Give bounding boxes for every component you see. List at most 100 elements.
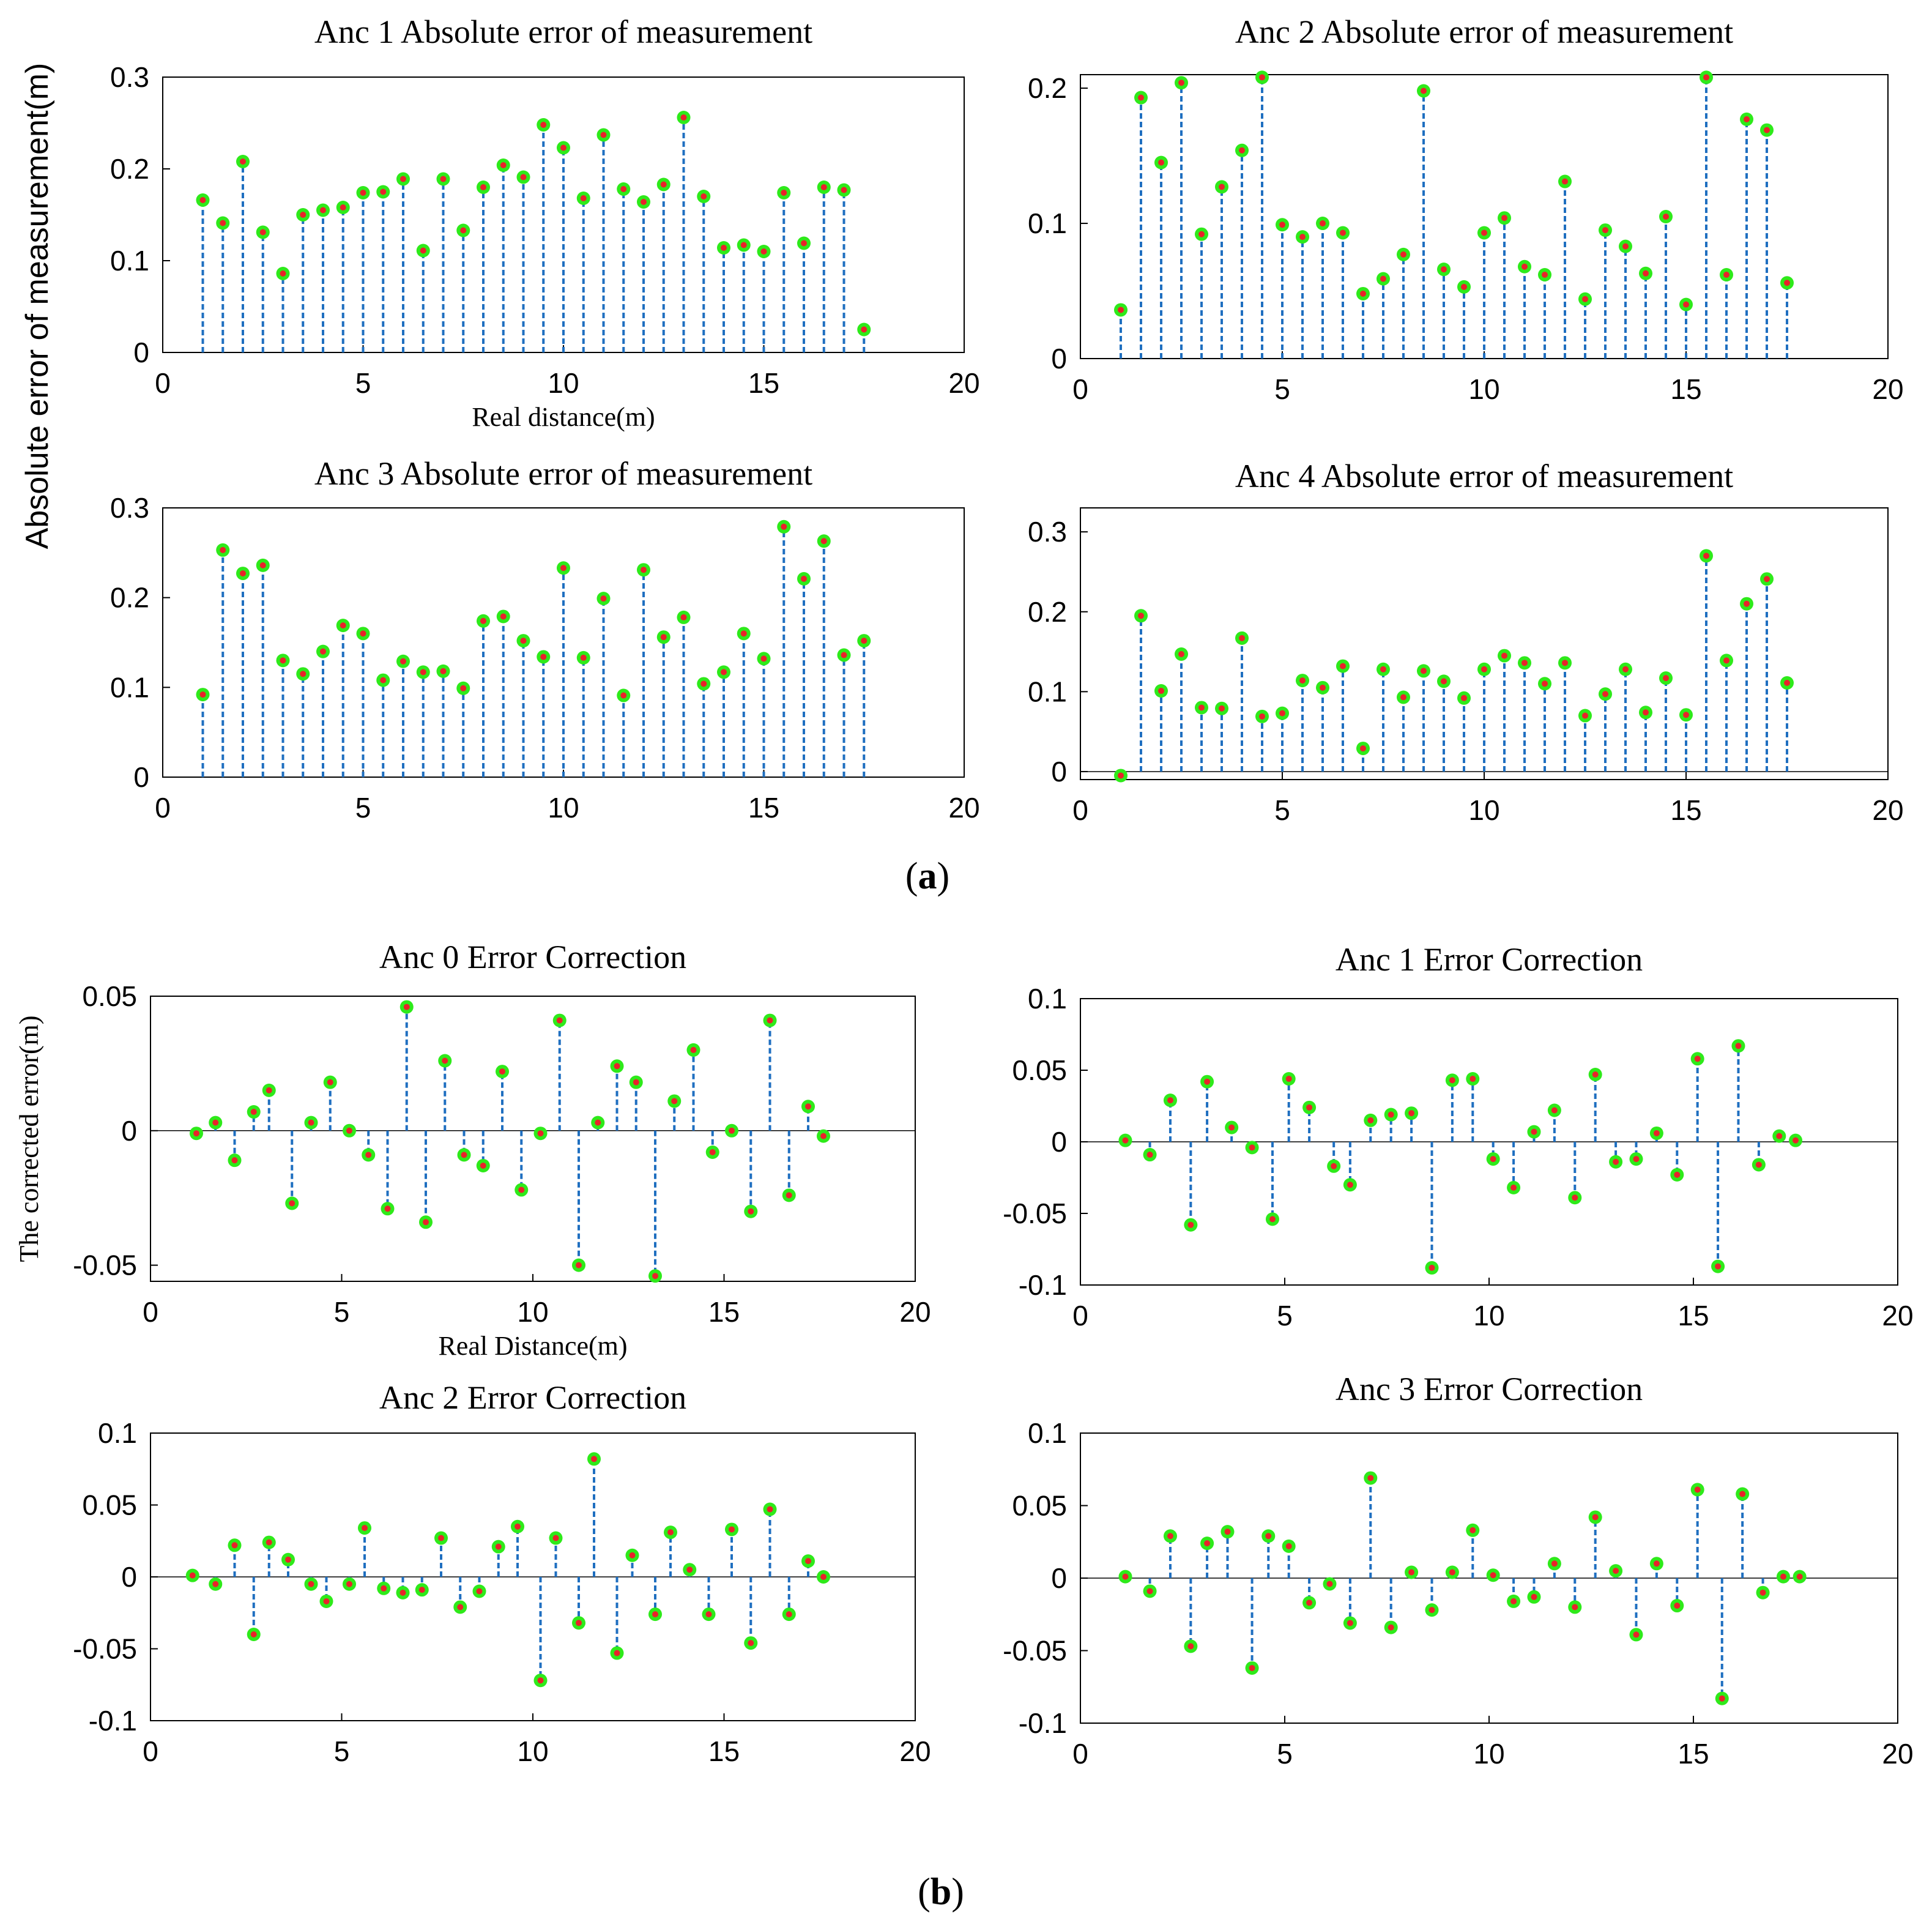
data-point-center xyxy=(300,212,307,218)
data-point-center xyxy=(320,648,326,655)
data-point-center xyxy=(1239,147,1245,154)
data-point-center xyxy=(1551,1560,1558,1567)
data-point-center xyxy=(495,1543,502,1550)
x-axis-label: Real distance(m) xyxy=(472,402,655,432)
data-point-center xyxy=(1622,666,1629,672)
data-point-center xyxy=(600,132,607,138)
x-tick-label: 10 xyxy=(1473,1300,1504,1332)
y-tick-label: 0.05 xyxy=(1012,1490,1067,1522)
data-point-center xyxy=(308,1119,314,1126)
data-point-center xyxy=(480,1162,486,1169)
data-point-center xyxy=(1421,668,1427,674)
data-point-center xyxy=(760,248,767,255)
data-point-center xyxy=(1613,1158,1619,1165)
data-point-center xyxy=(729,1127,735,1134)
data-point-center xyxy=(721,669,727,676)
y-tick-label: 0 xyxy=(1051,1126,1067,1158)
data-point-center xyxy=(199,197,206,203)
data-point-center xyxy=(786,1611,792,1618)
y-tick-label: 0.1 xyxy=(1028,1417,1067,1449)
x-tick-label: 5 xyxy=(355,792,371,824)
x-tick-label: 0 xyxy=(1072,373,1088,405)
data-point-center xyxy=(820,1574,827,1580)
data-point-center xyxy=(1178,80,1184,86)
chart-1: 0 5 10 15 20 0 0.1 0.2 0.3 Anc 1 Absolute error o… xyxy=(20,13,980,549)
data-point-center xyxy=(680,614,687,620)
data-point-center xyxy=(629,1552,636,1559)
y-tick-label: 0.05 xyxy=(1012,1054,1067,1086)
data-point-center xyxy=(423,1219,429,1226)
data-point-center xyxy=(1481,666,1487,672)
y-tick-label: 0 xyxy=(121,1561,137,1593)
data-point-center xyxy=(1582,296,1588,302)
data-point-center xyxy=(1380,275,1386,282)
data-point-center xyxy=(760,655,767,662)
data-point-center xyxy=(641,567,647,573)
data-point-center xyxy=(560,565,567,572)
data-point-center xyxy=(240,158,246,165)
y-tick-label: 0 xyxy=(1051,1562,1067,1594)
x-tick-label: 5 xyxy=(1274,373,1290,405)
data-point-center xyxy=(781,523,787,530)
data-point-center xyxy=(500,613,507,620)
y-tick-label: -0.05 xyxy=(1003,1635,1067,1667)
y-tick-label: 0 xyxy=(1051,343,1067,374)
data-point-center xyxy=(1653,1560,1660,1567)
y-tick-label: 0.1 xyxy=(110,245,149,277)
data-point-center xyxy=(620,692,627,699)
data-point-center xyxy=(820,184,827,190)
data-point-center xyxy=(1408,1110,1415,1117)
data-point-center xyxy=(552,1535,559,1541)
data-point-center xyxy=(1703,553,1709,559)
data-point-center xyxy=(1265,1533,1272,1540)
data-point-center xyxy=(1239,635,1245,641)
panel-label-a: (a) xyxy=(905,855,949,897)
data-point-center xyxy=(1158,159,1164,166)
data-point-center xyxy=(614,1063,620,1070)
data-point-center xyxy=(189,1572,196,1579)
data-point-center xyxy=(500,162,507,168)
data-point-center xyxy=(580,654,587,661)
data-point-center xyxy=(1146,1152,1153,1158)
data-point-center xyxy=(805,1558,811,1565)
data-point-center xyxy=(1299,677,1306,684)
x-tick-label: 0 xyxy=(143,1735,158,1767)
data-point-center xyxy=(1146,1588,1153,1595)
x-tick-label: 0 xyxy=(155,792,171,824)
x-tick-label: 0 xyxy=(155,367,171,399)
data-point-center xyxy=(1531,1128,1537,1135)
data-point-center xyxy=(1388,1624,1394,1631)
data-point-center xyxy=(537,1677,544,1684)
data-point-center xyxy=(1469,1076,1476,1082)
data-point-center xyxy=(576,1620,582,1626)
data-point-center xyxy=(1204,1540,1211,1547)
data-point-center xyxy=(320,207,326,214)
data-point-center xyxy=(1388,1111,1394,1118)
y-tick-label: 0.1 xyxy=(98,1417,137,1449)
data-point-center xyxy=(620,186,627,192)
y-tick-label: -0.05 xyxy=(1003,1198,1067,1229)
data-point-center xyxy=(440,176,447,182)
data-point-center xyxy=(1299,234,1306,240)
data-point-center xyxy=(700,193,707,199)
x-tick-label: 15 xyxy=(1670,794,1701,826)
chart-title: Anc 1 Absolute error of measurement xyxy=(314,13,812,50)
data-point-center xyxy=(1674,1603,1681,1609)
data-point-center xyxy=(1158,688,1164,695)
data-point-center xyxy=(1562,660,1568,666)
x-tick-label: 15 xyxy=(1677,1738,1709,1770)
data-point-center xyxy=(1449,1569,1455,1576)
data-point-center xyxy=(1592,1514,1599,1521)
x-tick-label: 5 xyxy=(334,1296,350,1328)
data-point-center xyxy=(1122,1573,1129,1580)
data-point-center xyxy=(1118,307,1124,313)
data-point-center xyxy=(1633,1631,1640,1638)
data-point-center xyxy=(1219,184,1225,190)
data-point-center xyxy=(1481,229,1487,236)
data-point-center xyxy=(1421,88,1427,94)
x-tick-label: 15 xyxy=(1670,373,1701,405)
data-point-center xyxy=(1572,1604,1578,1611)
data-point-center xyxy=(1510,1598,1517,1604)
data-point-center xyxy=(1759,1589,1766,1596)
